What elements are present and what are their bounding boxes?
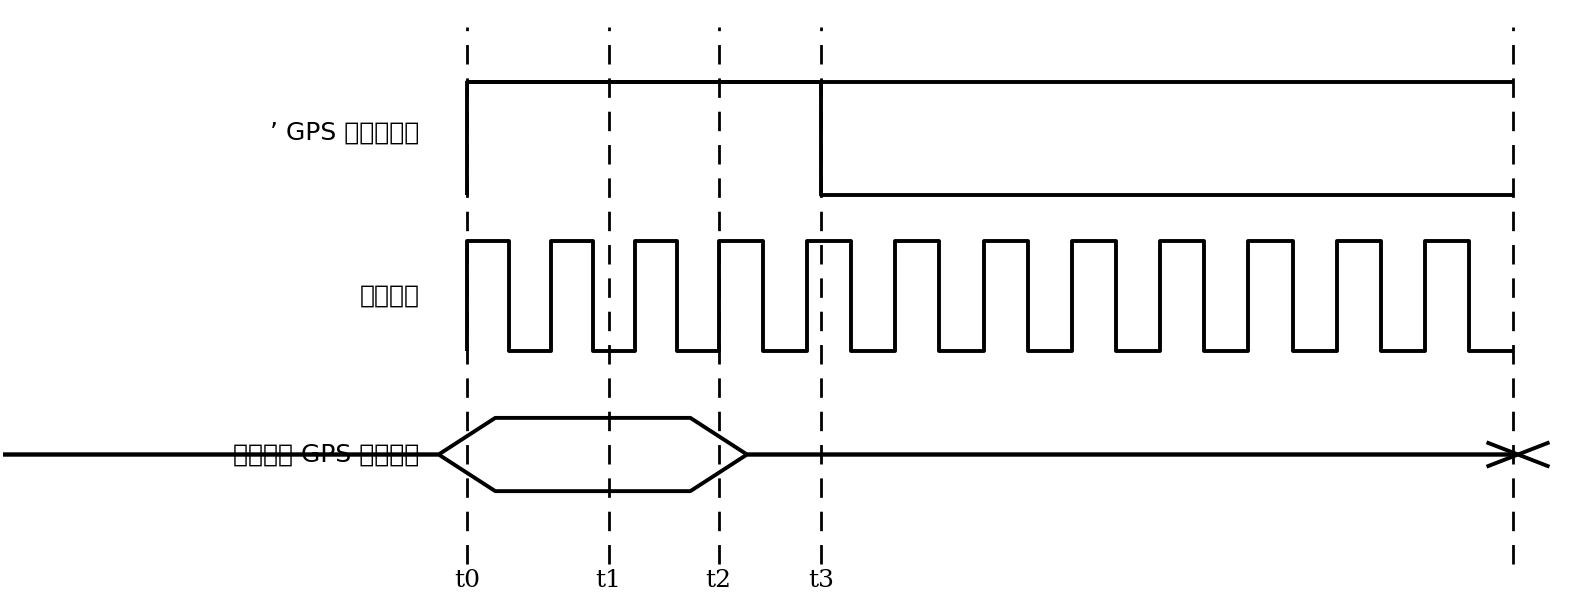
Text: ’ GPS 秒脉冲信号: ’ GPS 秒脉冲信号: [270, 121, 420, 145]
Text: 时标信号: 时标信号: [360, 284, 420, 308]
Text: t0: t0: [453, 569, 480, 592]
Text: t2: t2: [706, 569, 731, 592]
Text: 第二串口 GPS 数据信号: 第二串口 GPS 数据信号: [234, 442, 420, 466]
Text: t1: t1: [595, 569, 622, 592]
Text: t3: t3: [808, 569, 834, 592]
